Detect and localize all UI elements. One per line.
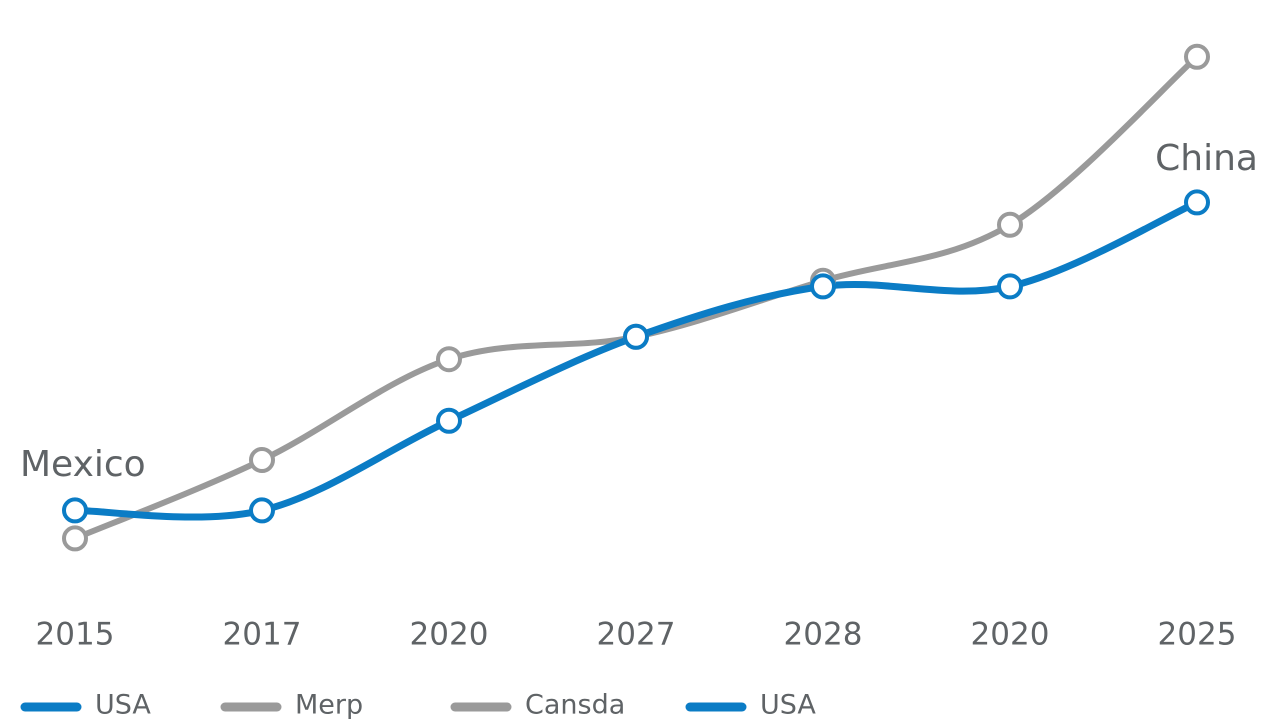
- legend-label: Merp: [295, 690, 363, 720]
- x-tick-label: 2015: [36, 617, 115, 653]
- x-tick-label: 2020: [971, 617, 1050, 653]
- data-point: [436, 407, 462, 434]
- data-point: [997, 211, 1023, 238]
- data-point: [62, 525, 88, 552]
- x-tick-label: 2017: [223, 617, 302, 653]
- data-point: [436, 346, 462, 373]
- legend-label: USA: [95, 690, 151, 720]
- data-point: [997, 273, 1023, 300]
- legend-label: USA: [760, 690, 816, 720]
- data-point: [249, 497, 275, 524]
- legend-label: Cansda: [525, 690, 625, 720]
- x-tick-label: 2028: [784, 617, 863, 653]
- legend-item: Merp: [220, 690, 363, 720]
- legend-item: USA: [685, 690, 816, 720]
- data-point: [62, 497, 88, 524]
- data-point: [249, 447, 275, 473]
- data-point: [1184, 43, 1210, 70]
- legend-item: Cansda: [450, 690, 625, 720]
- x-tick-label: 2027: [597, 617, 676, 653]
- x-tick-label: 2025: [1158, 617, 1237, 653]
- x-tick-label: 2020: [410, 617, 489, 653]
- data-point: [623, 323, 649, 350]
- legend-item: USA: [20, 690, 151, 720]
- annotation: Mexico: [20, 444, 146, 485]
- annotation: China: [1155, 138, 1258, 179]
- data-point: [810, 273, 836, 300]
- data-point: [1184, 189, 1210, 216]
- series-line: [72, 53, 1200, 542]
